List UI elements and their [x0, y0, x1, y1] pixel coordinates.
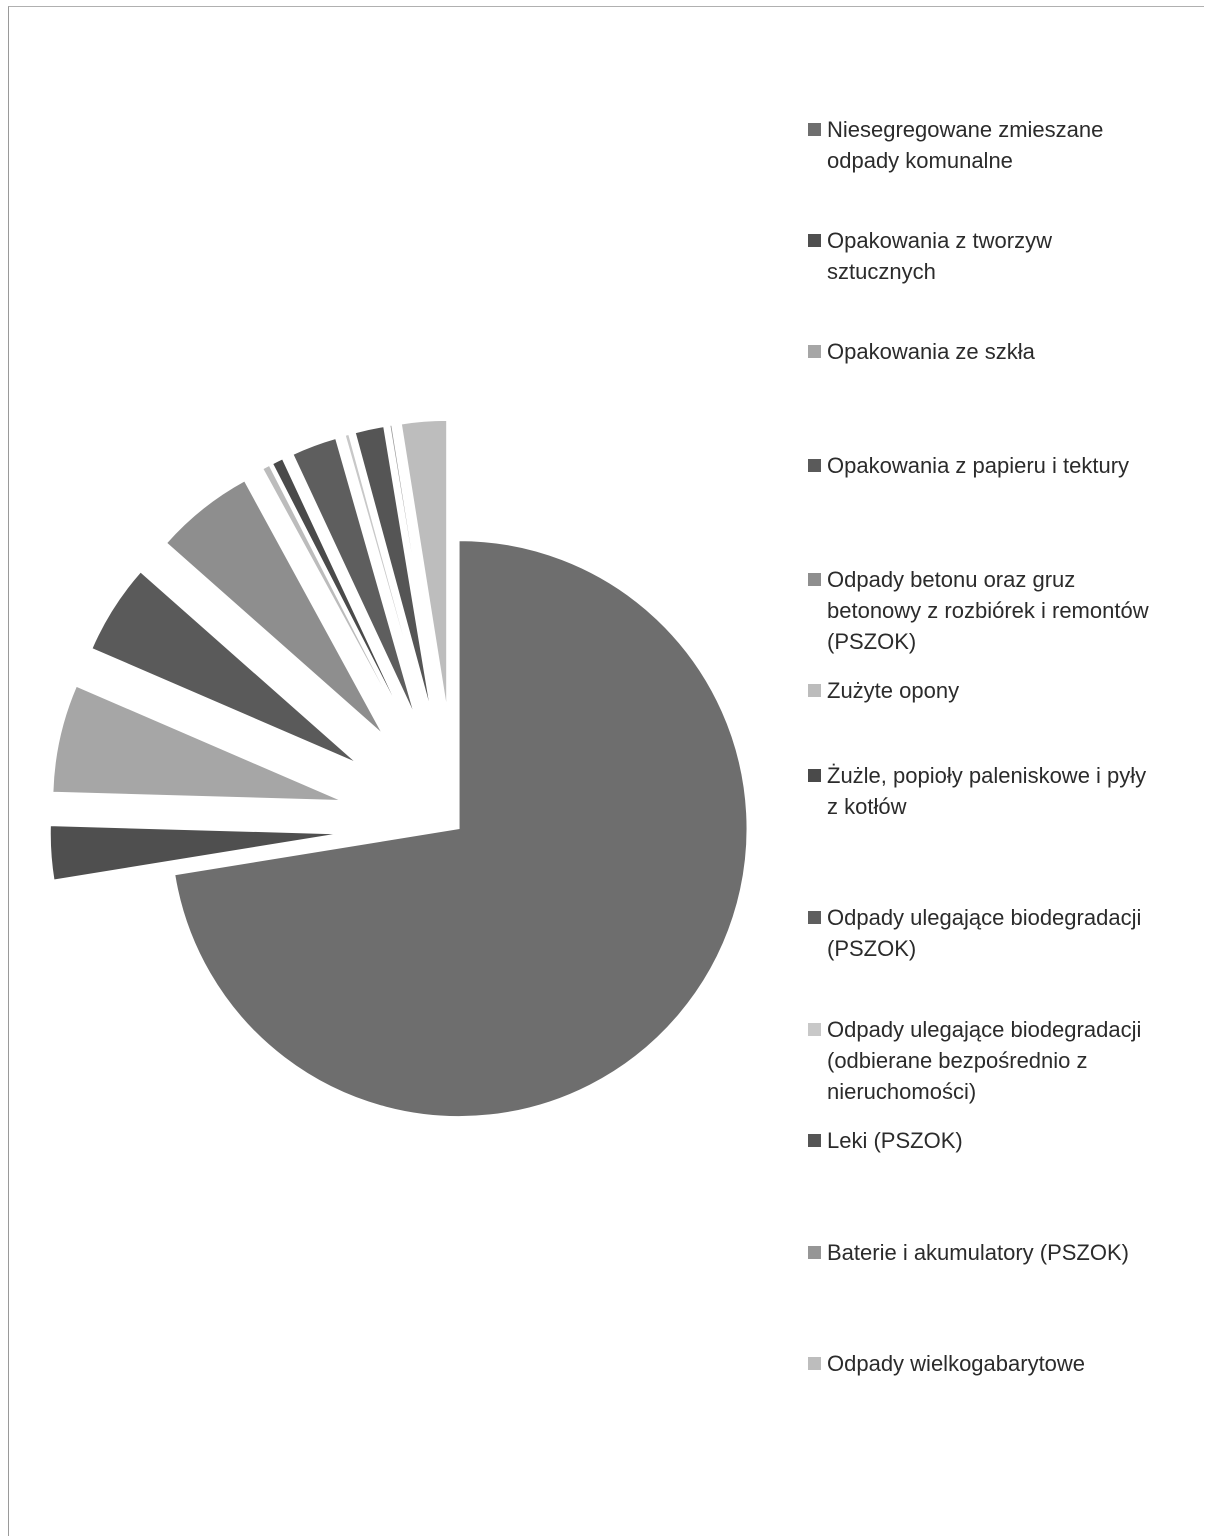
legend-label: Zużyte opony — [827, 678, 960, 703]
legend-swatch — [808, 573, 821, 586]
legend-label: Opakowania z tworzyw sztucznych — [827, 228, 1052, 284]
legend-swatch — [808, 911, 821, 924]
legend-item: Baterie i akumulatory (PSZOK) — [806, 1237, 1206, 1268]
legend-item: Niesegregowane zmieszane odpady komunaln… — [806, 114, 1206, 176]
legend-label: Opakowania z papieru i tektury — [827, 453, 1130, 478]
pie-slice-3 — [52, 685, 341, 801]
legend-swatch — [808, 234, 821, 247]
legend-label: Odpady ulegające biodegradacji (odbieran… — [827, 1017, 1142, 1104]
legend-item: Zużyte opony — [806, 675, 1206, 706]
legend-swatch — [808, 1134, 821, 1147]
legend-item: Odpady ulegające biodegradacji (odbieran… — [806, 1014, 1206, 1107]
pie-slice-11 — [389, 424, 438, 710]
legend-label: Odpady betonu oraz gruz betonowy z rozbi… — [827, 567, 1149, 654]
legend-swatch — [808, 1023, 821, 1036]
pie-slice-8 — [292, 437, 416, 716]
legend-item: Odpady betonu oraz gruz betonowy z rozbi… — [806, 564, 1206, 657]
pie-slice-9 — [344, 433, 425, 713]
pie-slice-4 — [91, 571, 357, 764]
pie-slice-6 — [262, 464, 402, 722]
pie-slice-1 — [174, 540, 748, 1118]
legend-item: Opakowania z papieru i tektury — [806, 450, 1206, 481]
legend-swatch — [808, 123, 821, 136]
pie-slice-10 — [354, 426, 432, 711]
legend-label: Odpady wielkogabarytowe — [827, 1351, 1086, 1376]
legend-swatch — [808, 345, 821, 358]
legend-item: Opakowania z tworzyw sztucznych — [806, 225, 1206, 287]
pie-slice-2 — [49, 825, 339, 881]
legend-label: Odpady ulegające biodegradacji (PSZOK) — [827, 905, 1142, 961]
pie-slice-5 — [165, 480, 383, 735]
legend-label: Leki (PSZOK) — [827, 1128, 963, 1153]
chart-frame — [8, 6, 1204, 1536]
legend-item: Leki (PSZOK) — [806, 1125, 1206, 1156]
pie-slice-7 — [271, 458, 405, 721]
legend-swatch — [808, 684, 821, 697]
legend-item: Opakowania ze szkła — [806, 336, 1206, 367]
legend-label: Opakowania ze szkła — [827, 339, 1035, 364]
legend-item: Żużle, popioły paleniskowe i pyły z kotł… — [806, 760, 1206, 822]
pie-slice-12 — [400, 419, 448, 709]
legend-item: Odpady wielkogabarytowe — [806, 1348, 1206, 1379]
legend-swatch — [808, 459, 821, 472]
legend-swatch — [808, 1357, 821, 1370]
chart-legend: Niesegregowane zmieszane odpady komunaln… — [806, 0, 1206, 1540]
legend-swatch — [808, 769, 821, 782]
legend-label: Żużle, popioły paleniskowe i pyły z kotł… — [827, 763, 1147, 819]
legend-swatch — [808, 1246, 821, 1259]
legend-item: Odpady ulegające biodegradacji (PSZOK) — [806, 902, 1206, 964]
legend-label: Niesegregowane zmieszane odpady komunaln… — [827, 117, 1104, 173]
legend-label: Baterie i akumulatory (PSZOK) — [827, 1240, 1129, 1265]
